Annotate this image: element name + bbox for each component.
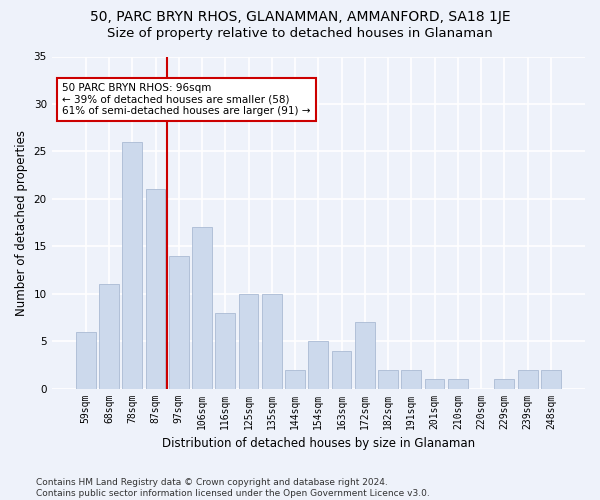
Text: Size of property relative to detached houses in Glanaman: Size of property relative to detached ho…	[107, 28, 493, 40]
Y-axis label: Number of detached properties: Number of detached properties	[15, 130, 28, 316]
Bar	[99, 284, 119, 389]
Bar	[76, 332, 95, 388]
Bar	[239, 294, 259, 388]
Bar	[378, 370, 398, 388]
Bar	[425, 379, 445, 388]
X-axis label: Distribution of detached houses by size in Glanaman: Distribution of detached houses by size …	[162, 437, 475, 450]
Bar	[262, 294, 282, 388]
Bar	[308, 341, 328, 388]
Bar	[122, 142, 142, 388]
Text: 50 PARC BRYN RHOS: 96sqm
← 39% of detached houses are smaller (58)
61% of semi-d: 50 PARC BRYN RHOS: 96sqm ← 39% of detach…	[62, 83, 311, 116]
Text: 50, PARC BRYN RHOS, GLANAMMAN, AMMANFORD, SA18 1JE: 50, PARC BRYN RHOS, GLANAMMAN, AMMANFORD…	[89, 10, 511, 24]
Bar	[146, 190, 166, 388]
Bar	[332, 350, 352, 389]
Bar	[494, 379, 514, 388]
Bar	[169, 256, 188, 388]
Bar	[285, 370, 305, 388]
Bar	[541, 370, 561, 388]
Bar	[401, 370, 421, 388]
Bar	[518, 370, 538, 388]
Bar	[215, 312, 235, 388]
Text: Contains HM Land Registry data © Crown copyright and database right 2024.
Contai: Contains HM Land Registry data © Crown c…	[36, 478, 430, 498]
Bar	[355, 322, 375, 388]
Bar	[448, 379, 468, 388]
Bar	[192, 228, 212, 388]
